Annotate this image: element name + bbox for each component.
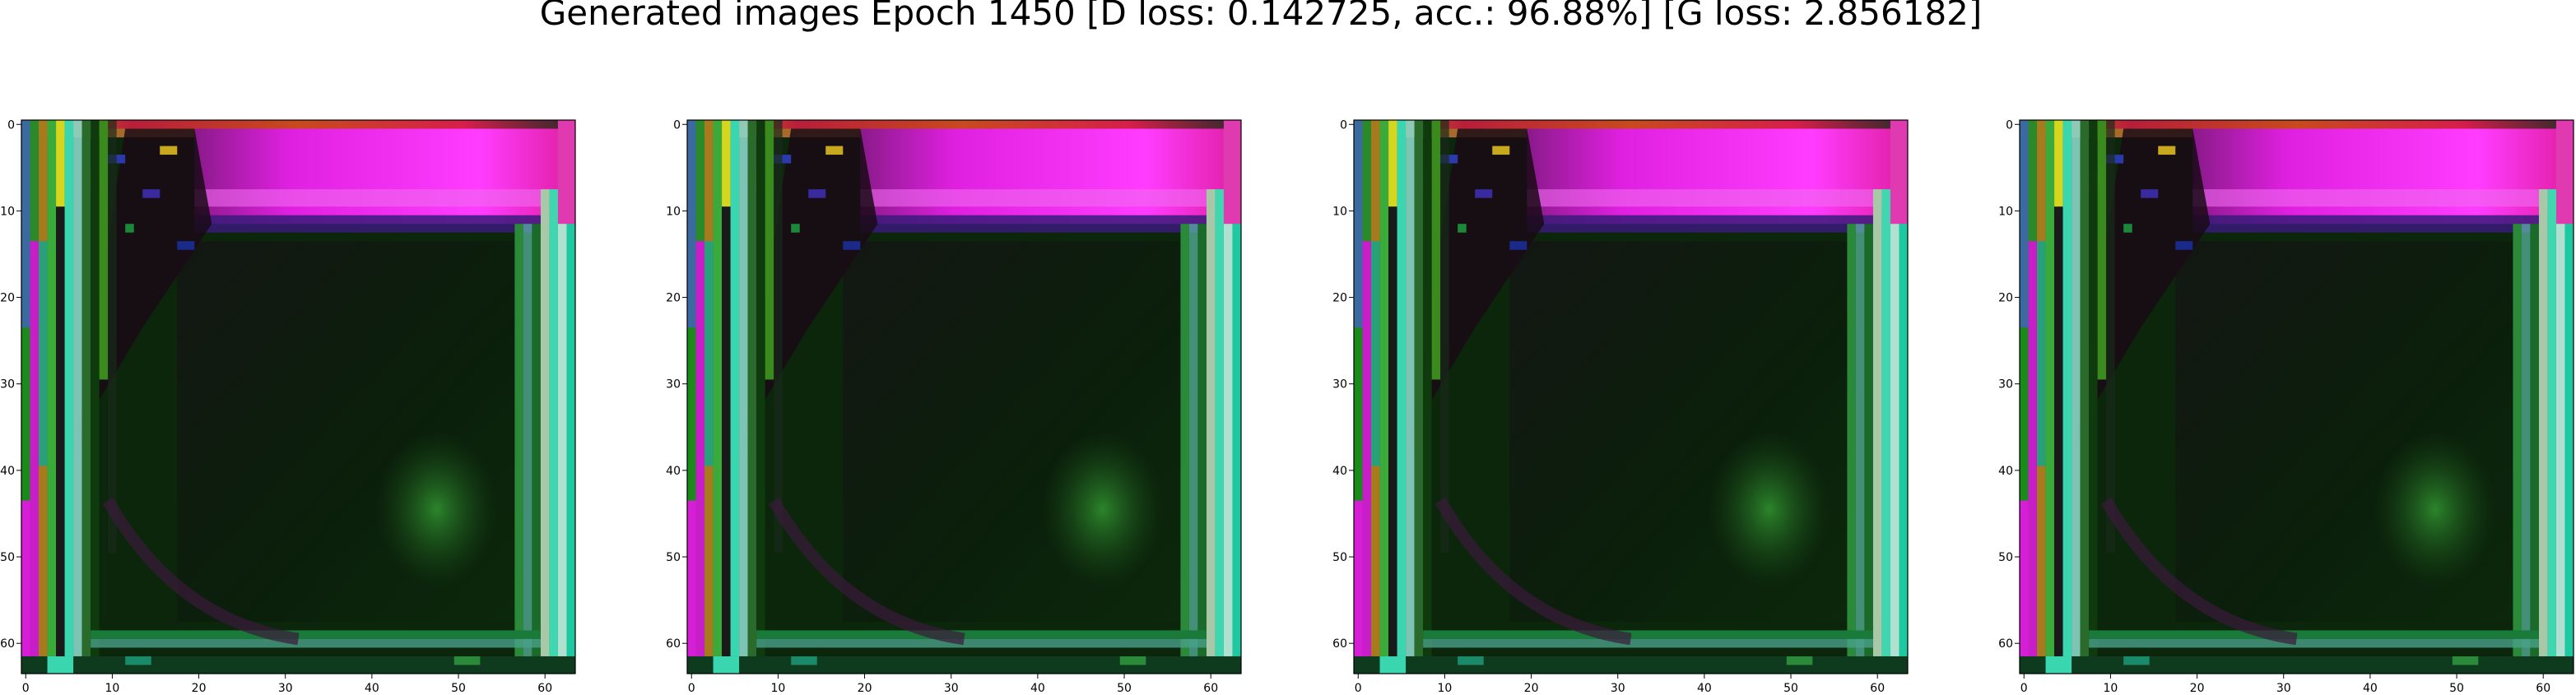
x-tick-label: 50 [1783,682,1798,695]
y-tick-label: 30 [666,378,681,392]
x-tick-label: 20 [2190,682,2205,695]
x-tick-label: 30 [2276,682,2291,695]
y-tick-label: 30 [1998,378,2013,392]
x-tick-label: 60 [2536,682,2550,695]
y-tick-label: 40 [1332,465,1347,478]
y-tick-label: 60 [666,637,681,651]
generated-image-3 [1354,120,1908,674]
y-tick-label: 10 [0,205,15,218]
y-tick-label: 40 [666,465,681,478]
x-tick-label: 40 [2363,682,2378,695]
x-tick-label: 10 [771,682,786,695]
y-tick-label: 40 [1998,465,2013,478]
y-tick-label: 10 [1332,205,1347,218]
y-tick-label: 10 [666,205,681,218]
y-tick-label: 0 [7,118,15,132]
y-tick-label: 30 [1332,378,1347,392]
y-tick-label: 0 [673,118,681,132]
x-tick-label: 40 [1697,682,1712,695]
y-tick-label: 50 [1998,551,2013,564]
x-tick-label: 30 [278,682,293,695]
y-tick-label: 60 [0,637,15,651]
x-tick-label: 30 [1611,682,1625,695]
y-tick-label: 50 [666,551,681,564]
y-tick-label: 50 [0,551,15,564]
generated-image-1 [21,120,575,674]
axes-frame [21,119,576,674]
y-tick-label: 0 [1340,118,1347,132]
x-tick-label: 0 [2020,682,2028,695]
image-panel-4: 0 10 20 30 40 50 60 0 10 20 30 40 50 60 [1998,118,2574,695]
x-tick-label: 60 [1870,682,1885,695]
x-tick-label: 0 [688,682,695,695]
x-tick-label: 50 [2449,682,2464,695]
y-tick-label: 60 [1998,637,2013,651]
axes-frame [1353,119,1909,674]
generated-image-2 [687,120,1241,674]
y-tick-label: 20 [666,292,681,305]
x-tick-label: 50 [451,682,466,695]
x-tick-label: 10 [1438,682,1453,695]
axes-frame [686,119,1242,674]
x-tick-label: 0 [22,682,30,695]
x-tick-label: 60 [1203,682,1218,695]
x-tick-label: 10 [105,682,120,695]
x-tick-label: 10 [2104,682,2118,695]
image-panel-3: 0 10 20 30 40 50 60 0 10 20 30 40 50 60 [1332,118,1909,695]
x-tick-label: 20 [1524,682,1539,695]
x-tick-label: 60 [537,682,552,695]
x-tick-label: 0 [1355,682,1362,695]
y-tick-label: 60 [1332,637,1347,651]
y-tick-label: 40 [0,465,15,478]
x-tick-label: 40 [1030,682,1045,695]
x-tick-label: 20 [192,682,207,695]
x-tick-label: 20 [858,682,872,695]
generated-image-4 [2020,120,2574,674]
x-tick-label: 30 [944,682,959,695]
y-tick-label: 20 [1332,292,1347,305]
y-tick-label: 20 [0,292,15,305]
image-panel-2: 0 10 20 30 40 50 60 0 10 20 30 40 50 60 [666,118,1242,695]
y-tick-label: 50 [1332,551,1347,564]
y-tick-label: 0 [2006,118,2013,132]
axes-frame [2019,119,2574,674]
x-tick-label: 40 [365,682,379,695]
y-tick-label: 30 [0,378,15,392]
y-tick-label: 10 [1998,205,2013,218]
y-tick-label: 20 [1998,292,2013,305]
x-tick-label: 50 [1117,682,1132,695]
image-panel-1: 0 10 20 30 40 50 60 0 10 20 30 40 50 60 [0,118,576,695]
figure-title: Generated images Epoch 1450 [D loss: 0.1… [540,0,1983,33]
